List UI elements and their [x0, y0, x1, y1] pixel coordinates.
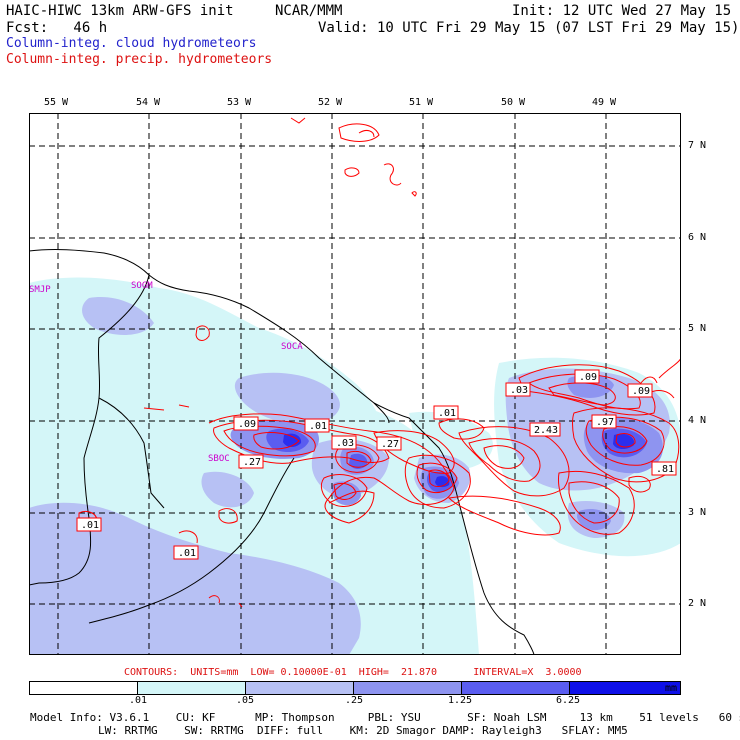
station-label: SBOC: [208, 454, 230, 464]
contour-label: 2.43: [529, 422, 561, 437]
lon-label: 52 W: [318, 97, 343, 108]
colorbar-tick: .01: [129, 695, 148, 706]
svg-text:.01: .01: [178, 548, 196, 559]
lon-label: 55 W: [44, 97, 69, 108]
svg-text:.09: .09: [632, 386, 650, 397]
contour-info: CONTOURS: UNITS=mm LOW= 0.10000E-01 HIGH…: [124, 667, 582, 678]
plot-title: HAIC-HIWC 13km ARW-GFS init: [6, 3, 234, 19]
colorbar-tick: .05: [236, 695, 255, 706]
model-info-line2: LW: RRTMG SW: RRTMG DIFF: full KM: 2D Sm…: [98, 724, 628, 737]
svg-text:.03: .03: [336, 438, 354, 449]
svg-text:.01: .01: [81, 520, 99, 531]
svg-text:.27: .27: [243, 457, 261, 468]
colorbar-segment: [29, 681, 138, 695]
lat-label: 7 N: [688, 140, 707, 151]
station-label: SOGM: [131, 281, 153, 291]
contour-label: .09: [627, 383, 653, 398]
colorbar-tick: 6.25: [556, 695, 581, 706]
colorbar-units: mm: [665, 683, 678, 694]
contour-label: .27: [376, 436, 402, 451]
contour-label: .09: [233, 416, 259, 431]
colorbar-segment: [137, 681, 246, 695]
lat-label: 2 N: [688, 598, 707, 609]
map-frame: [29, 113, 681, 655]
lat-label: 4 N: [688, 415, 707, 426]
contour-label-group: .09 .01 .03 .27 .27 .01 .03 .09 .09 2.43…: [76, 369, 677, 560]
lat-label: 3 N: [688, 507, 707, 518]
colorbar-tick: 1.25: [448, 695, 473, 706]
lon-label: 49 W: [592, 97, 617, 108]
colorbar-segment: [353, 681, 462, 695]
svg-text:.81: .81: [656, 464, 674, 475]
lon-label: 54 W: [136, 97, 161, 108]
station-labels: SMJP SOGM SOCA SBOC: [29, 281, 303, 464]
svg-text:.03: .03: [510, 385, 528, 396]
station-label: SOCA: [281, 342, 303, 352]
svg-text:.01: .01: [438, 408, 456, 419]
contour-label: .97: [591, 414, 617, 429]
legend-precip: Column-integ. precip. hydrometeors: [6, 52, 273, 67]
svg-text:.01: .01: [309, 421, 327, 432]
contour-label: .01: [433, 405, 459, 420]
contour-label: .03: [331, 435, 357, 450]
legend-cloud: Column-integ. cloud hydrometeors: [6, 36, 257, 51]
contour-label: .01: [173, 545, 199, 560]
lon-label: 53 W: [227, 97, 252, 108]
valid-time: Valid: 10 UTC Fri 29 May 15 (07 LST Fri …: [318, 20, 740, 36]
lon-label: 51 W: [409, 97, 434, 108]
contour-label: .01: [304, 418, 330, 433]
svg-text:.09: .09: [238, 419, 256, 430]
map-panel: .09 .01 .03 .27 .27 .01 .03 .09 .09 2.43…: [29, 113, 681, 655]
contour-label: .03: [505, 382, 531, 397]
model-info-line1: Model Info: V3.6.1 CU: KF MP: Thompson P…: [30, 711, 740, 724]
colorbar-segment: [569, 681, 681, 695]
colorbar-tick: .25: [345, 695, 364, 706]
svg-text:.97: .97: [596, 417, 614, 428]
colorbar-segment: [461, 681, 570, 695]
init-time: Init: 12 UTC Wed 27 May 15: [512, 3, 732, 19]
precip-contours: [78, 117, 681, 608]
coastline: [29, 249, 535, 655]
svg-text:.09: .09: [579, 372, 597, 383]
lon-label: 50 W: [501, 97, 526, 108]
contour-label: .09: [574, 369, 600, 384]
colorbar-segment: [245, 681, 354, 695]
contour-label: .81: [651, 461, 677, 476]
station-label: SMJP: [29, 285, 51, 295]
contour-label: .01: [76, 517, 102, 532]
lat-label: 5 N: [688, 323, 707, 334]
forecast-hour: Fcst: 46 h: [6, 20, 108, 36]
lat-label: 6 N: [688, 232, 707, 243]
svg-text:.27: .27: [381, 439, 399, 450]
contour-label: .27: [238, 454, 264, 469]
svg-text:2.43: 2.43: [534, 425, 558, 436]
organization-label: NCAR/MMM: [275, 3, 343, 19]
